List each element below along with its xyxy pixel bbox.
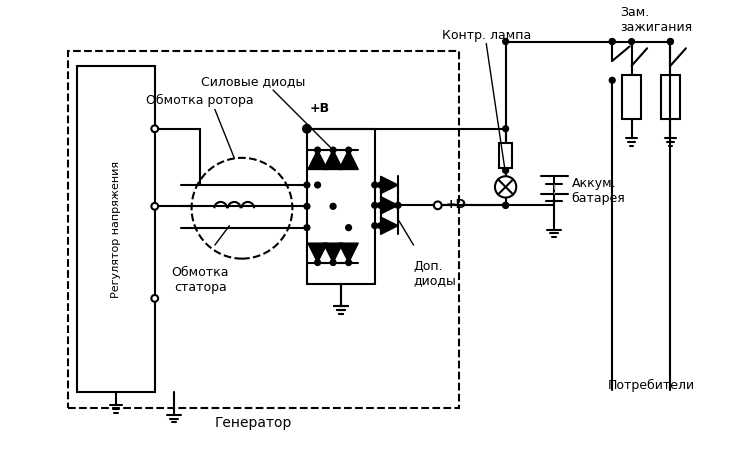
Circle shape — [304, 225, 310, 230]
Circle shape — [609, 77, 615, 83]
Circle shape — [503, 126, 509, 132]
Circle shape — [304, 203, 310, 209]
Circle shape — [372, 202, 378, 208]
Circle shape — [345, 260, 351, 266]
Bar — [661, 76, 680, 119]
Circle shape — [330, 147, 336, 153]
Polygon shape — [323, 150, 343, 170]
Circle shape — [434, 202, 442, 209]
Bar — [622, 76, 642, 119]
Circle shape — [609, 39, 615, 45]
Text: Обмотка ротора: Обмотка ротора — [146, 94, 254, 108]
Text: Контр. лампа: Контр. лампа — [442, 28, 531, 41]
Polygon shape — [308, 150, 327, 170]
Circle shape — [628, 39, 634, 45]
Circle shape — [151, 126, 158, 132]
Circle shape — [315, 260, 320, 266]
Circle shape — [330, 203, 336, 209]
Text: Зам.
зажигания: Зам. зажигания — [620, 6, 692, 34]
Circle shape — [304, 126, 310, 132]
Bar — [77, 66, 155, 392]
Circle shape — [315, 182, 320, 188]
Text: Обмотка
статора: Обмотка статора — [171, 266, 229, 294]
Polygon shape — [381, 217, 398, 234]
Circle shape — [395, 202, 401, 208]
Text: Потребители: Потребители — [607, 379, 695, 392]
Text: +B: +B — [310, 102, 330, 115]
Circle shape — [304, 182, 310, 188]
Text: Генератор: Генератор — [215, 416, 293, 430]
Polygon shape — [339, 243, 358, 262]
Circle shape — [345, 225, 351, 230]
Circle shape — [315, 147, 320, 153]
Circle shape — [330, 260, 336, 266]
Circle shape — [609, 39, 615, 45]
Text: Аккум.
батарея: Аккум. батарея — [572, 177, 625, 205]
Circle shape — [378, 202, 384, 208]
Circle shape — [372, 223, 378, 229]
Polygon shape — [323, 243, 343, 262]
Polygon shape — [381, 197, 398, 214]
Circle shape — [503, 202, 509, 208]
Circle shape — [345, 147, 351, 153]
Circle shape — [503, 39, 509, 45]
Text: Силовые диоды: Силовые диоды — [201, 75, 306, 88]
Circle shape — [378, 182, 384, 188]
Bar — [499, 143, 512, 167]
Circle shape — [378, 223, 384, 229]
Circle shape — [303, 125, 311, 133]
Text: +D: +D — [445, 198, 467, 211]
Circle shape — [503, 202, 509, 208]
Circle shape — [667, 39, 673, 45]
Circle shape — [151, 203, 158, 210]
Circle shape — [151, 295, 158, 302]
Circle shape — [372, 182, 378, 188]
Text: Регулятор напряжения: Регулятор напряжения — [111, 161, 121, 297]
Polygon shape — [381, 176, 398, 194]
Polygon shape — [308, 243, 327, 262]
Polygon shape — [339, 150, 358, 170]
Circle shape — [503, 167, 509, 173]
Text: Доп.
диоды: Доп. диоды — [414, 260, 456, 288]
Bar — [68, 51, 459, 408]
Circle shape — [667, 39, 673, 45]
